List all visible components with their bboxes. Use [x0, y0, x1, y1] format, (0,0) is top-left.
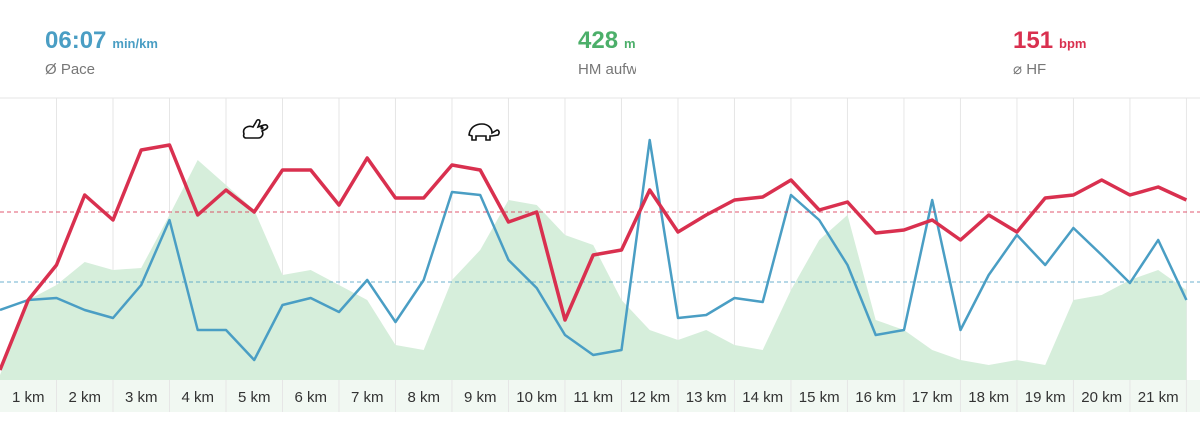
- x-tick-label: 1 km: [12, 389, 45, 406]
- stat-label: HM aufw: [578, 61, 637, 78]
- x-tick-label: 19 km: [1025, 389, 1066, 406]
- stat-value: 06:07 min/km: [45, 27, 158, 54]
- grid: 1 km 2 km 3 km 4 km 5 km 6 km 7 km 8 km 9 km 10 k…: [12, 98, 1187, 412]
- header-bg: [0, 0, 1200, 98]
- x-tick-label: 20 km: [1081, 389, 1122, 406]
- stat-unit: min/km: [112, 36, 158, 51]
- x-tick-label: 9 km: [464, 389, 497, 406]
- x-tick-label: 16 km: [855, 389, 896, 406]
- header: 06:07 min/km Ø Pace 428 m HM aufw 151 bpm ⌀ HF: [45, 27, 1087, 78]
- stat-label: Ø Pace: [45, 61, 95, 78]
- stat-number: 151: [1013, 27, 1053, 54]
- stat-unit: bpm: [1059, 36, 1086, 51]
- x-tick-label: 17 km: [912, 389, 953, 406]
- x-tick-label: 13 km: [686, 389, 727, 406]
- x-tick-label: 3 km: [125, 389, 158, 406]
- x-tick-label: 8 km: [407, 389, 440, 406]
- turtle-icon: [468, 123, 500, 141]
- x-tick-label: 2 km: [68, 389, 101, 406]
- x-tick-label: 21 km: [1138, 389, 1179, 406]
- rabbit-icon: [242, 118, 269, 139]
- x-tick-label: 7 km: [351, 389, 384, 406]
- plot: [0, 138, 1200, 380]
- elevation-area: [0, 160, 1187, 380]
- series-line: [0, 138, 1188, 362]
- x-tick-label: 4 km: [181, 389, 214, 406]
- x-tick-label: 11 km: [573, 389, 613, 406]
- x-tick-label: 6 km: [294, 389, 327, 406]
- stat-number: 428: [578, 27, 618, 54]
- stat-number: 06:07: [45, 27, 106, 54]
- series-line: [0, 143, 1188, 371]
- x-tick-label: 14 km: [742, 389, 783, 406]
- stat-value: 151 bpm: [1013, 27, 1087, 54]
- stat-label: ⌀ HF: [1013, 61, 1046, 78]
- axis-band: [0, 380, 1200, 412]
- stat-unit: m: [624, 36, 636, 51]
- x-tick-label: 5 km: [238, 389, 271, 406]
- x-tick-label: 15 km: [799, 389, 840, 406]
- x-tick-label: 18 km: [968, 389, 1009, 406]
- x-tick-label: 10 km: [516, 389, 557, 406]
- stat-value: 428 m: [578, 27, 636, 54]
- x-tick-label: 12 km: [629, 389, 670, 406]
